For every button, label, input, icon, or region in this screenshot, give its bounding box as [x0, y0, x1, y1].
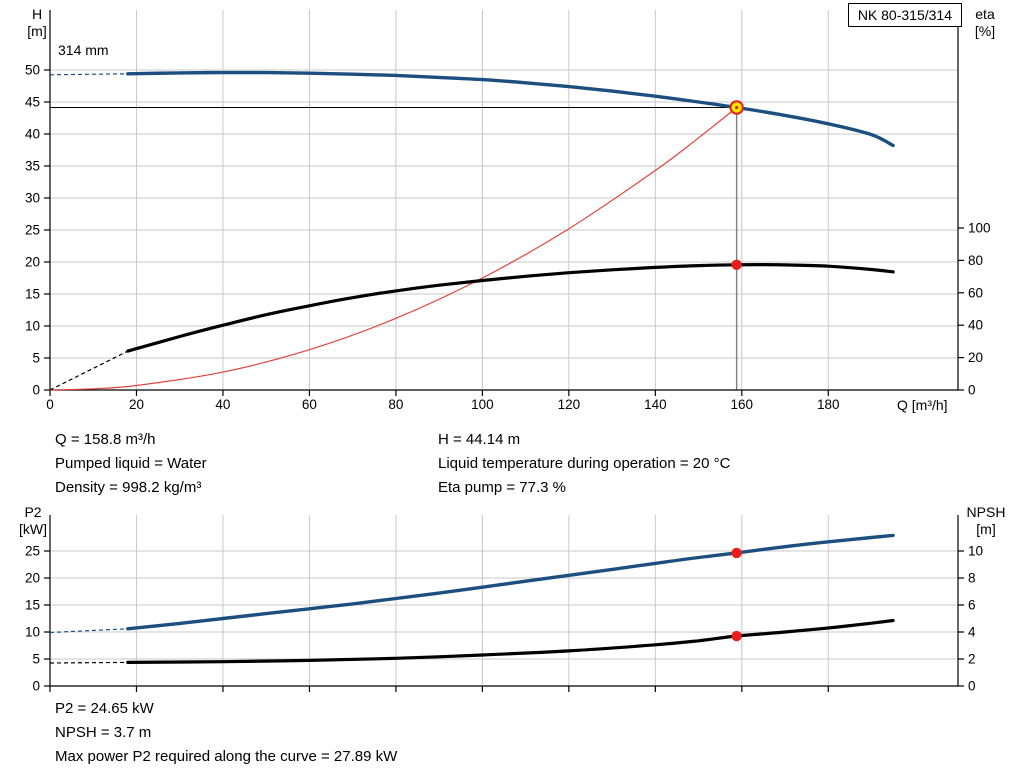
right-tick-label: 60 [968, 285, 983, 300]
eta-axis-title: eta [%] [964, 6, 1006, 40]
p2-duty-dot [731, 547, 742, 559]
left-tick-label: 20 [25, 571, 40, 586]
left-tick-label: 5 [32, 351, 40, 366]
right-tick-label: 0 [968, 383, 976, 398]
axes [44, 515, 964, 692]
right-tick-label: 0 [968, 679, 976, 694]
info-flow: Q = 158.8 m³/h [55, 431, 156, 448]
x-tick-label: 0 [46, 397, 54, 412]
right-tick-label: 8 [968, 571, 976, 586]
left-tick-label: 50 [25, 63, 40, 78]
left-tick-label: 25 [25, 223, 40, 238]
left-tick-label: 40 [25, 127, 40, 142]
x-tick-label: 40 [215, 397, 230, 412]
qh-plot: 0 5 10 15 20 25 30 35 40 45 50 0 20 40 60 80 100 0 20 40 60 8… [25, 10, 991, 412]
info-eta-pump: Eta pump = 77.3 % [438, 479, 566, 496]
left-tick-label: 15 [25, 287, 40, 302]
npsh-duty-dot [731, 630, 742, 642]
x-tick-label: 60 [302, 397, 317, 412]
eta-duty-dot [731, 259, 742, 270]
npsh-curve [126, 618, 895, 664]
left-tick-label: 25 [25, 544, 40, 559]
left-tick-label: 10 [25, 625, 40, 640]
left-tick-label: 10 [25, 319, 40, 334]
p2-axis-title: P2 [kW] [12, 504, 54, 538]
right-tick-label: 40 [968, 318, 983, 333]
left-tick-label: 45 [25, 95, 40, 110]
x-tick-label: 20 [129, 397, 144, 412]
info-npsh: NPSH = 3.7 m [55, 724, 152, 741]
npsh-axis-title-line1: NPSH [966, 504, 1006, 520]
p2-axis-title-line1: P2 [24, 504, 42, 520]
right-tick-label: 80 [968, 253, 983, 268]
impeller-diameter-label: 314 mm [58, 42, 109, 58]
system-curve [49, 106, 738, 391]
power-info-block: P2 = 24.65 kW NPSH = 3.7 m Max power P2 … [55, 697, 397, 769]
npsh-axis-title-line2: [m] [976, 521, 996, 537]
right-tick-label: 6 [968, 598, 976, 613]
info-p2: P2 = 24.65 kW [55, 700, 154, 717]
duty-point-marker-center [735, 105, 739, 110]
duty-info-column-1: Q = 158.8 m³/h Pumped liquid = Water Den… [55, 428, 207, 500]
right-tick-label: 100 [968, 221, 991, 236]
info-density: Density = 998.2 kg/m³ [55, 479, 202, 496]
gridlines [50, 10, 958, 390]
left-tick-label: 15 [25, 598, 40, 613]
left-tick-label: 20 [25, 255, 40, 270]
p2-curve-dashed-extension [49, 628, 128, 634]
eta-axis-title-line2: [%] [974, 23, 996, 39]
left-tick-label: 0 [32, 383, 40, 398]
x-tick-label: 180 [817, 397, 840, 412]
npsh-axis-title: NPSH [m] [960, 504, 1012, 538]
npsh-curve-dashed-extension [49, 661, 128, 664]
info-max-power: Max power P2 required along the curve = … [55, 748, 398, 765]
right-tick-label: 10 [968, 544, 983, 559]
right-tick-label: 20 [968, 350, 983, 365]
eta-axis-title-line1: eta [975, 6, 995, 22]
info-pumped-liquid: Pumped liquid = Water [55, 455, 207, 472]
duty-info-column-2: H = 44.14 m Liquid temperature during op… [438, 428, 730, 500]
p2-axis-title-line2: [kW] [19, 521, 47, 537]
efficiency-curve [126, 262, 895, 353]
pump-type-label: NK 80-315/314 [847, 3, 962, 27]
h-axis-title: H [m] [18, 6, 56, 40]
info-head: H = 44.14 m [438, 431, 521, 448]
right-tick-label: 4 [968, 625, 976, 640]
left-tick-label: 5 [32, 652, 40, 667]
h-axis-title-line2: [m] [27, 23, 47, 39]
x-tick-label: 100 [471, 397, 494, 412]
axes [44, 10, 964, 396]
left-tick-label: 0 [32, 679, 40, 694]
tick-labels: 0 5 10 15 20 25 30 35 40 45 50 0 20 40 60 80 100 0 20 40 60 8… [25, 63, 991, 413]
p2-curve [126, 533, 895, 631]
head-curve [126, 70, 895, 148]
gridlines [50, 515, 958, 686]
info-liquid-temperature: Liquid temperature during operation = 20… [438, 455, 731, 472]
head-curve-dashed-extension [49, 73, 128, 76]
x-tick-label: 160 [731, 397, 754, 412]
x-tick-label: 120 [558, 397, 581, 412]
x-tick-label: 80 [388, 397, 403, 412]
right-tick-label: 2 [968, 652, 976, 667]
efficiency-curve-dashed-extension [49, 350, 129, 391]
h-axis-title-line1: H [31, 6, 43, 22]
q-axis-title: Q [m³/h] [897, 397, 948, 413]
tick-labels: 0 5 10 15 20 25 0 2 4 6 8 10 [25, 544, 983, 694]
x-tick-label: 140 [644, 397, 667, 412]
left-tick-label: 30 [25, 191, 40, 206]
left-tick-label: 35 [25, 159, 40, 174]
p2npsh-plot: 0 5 10 15 20 25 0 2 4 6 8 10 [25, 515, 983, 694]
